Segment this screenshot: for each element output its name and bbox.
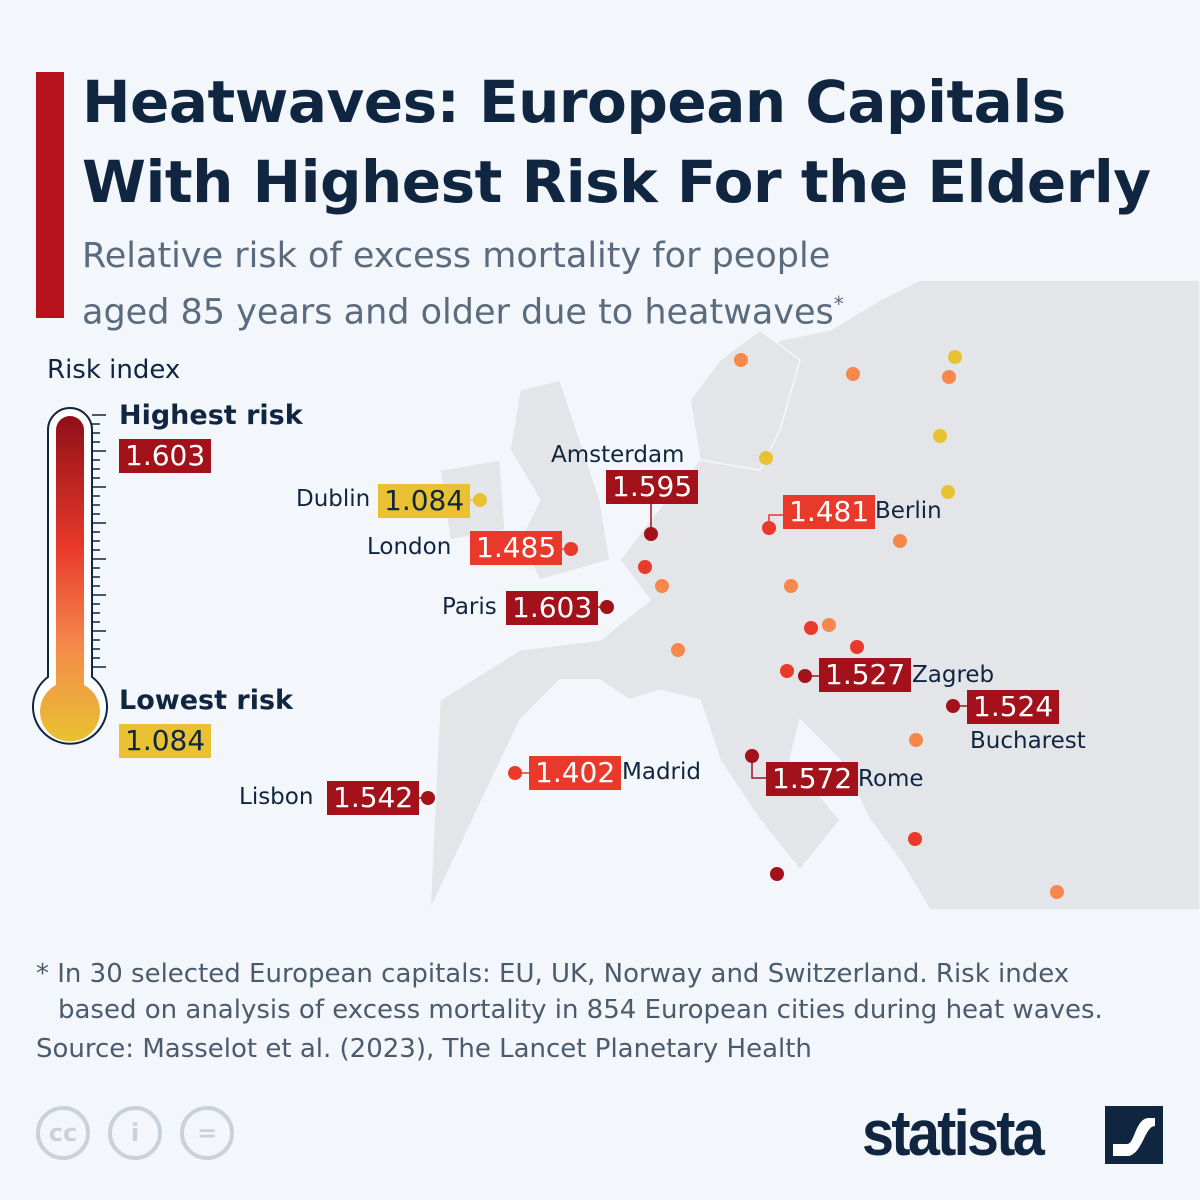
legend-highest-label: Highest risk — [119, 400, 303, 431]
capital-dot[interactable] — [948, 350, 962, 364]
city-dot-amsterdam[interactable] — [644, 527, 658, 541]
city-name-zagreb: Zagreb — [912, 662, 995, 688]
city-value-amsterdam: 1.595 — [606, 470, 699, 504]
no-derivatives-icon[interactable]: = — [180, 1106, 234, 1160]
city-value-berlin: 1.481 — [783, 495, 876, 529]
legend-lowest-value: 1.084 — [119, 724, 212, 758]
city-value-madrid: 1.402 — [529, 756, 622, 790]
city-value-paris: 1.603 — [506, 591, 599, 625]
subtitle-footnote-mark: * — [833, 292, 844, 316]
city-name-dublin: Dublin — [296, 486, 371, 512]
city-name-bucharest: Bucharest — [970, 728, 1086, 754]
city-dot-london[interactable] — [564, 542, 578, 556]
city-dot-zagreb[interactable] — [798, 669, 812, 683]
capital-dot[interactable] — [941, 485, 955, 499]
city-dot-paris[interactable] — [600, 600, 614, 614]
city-name-amsterdam: Amsterdam — [551, 442, 685, 468]
subtitle: Relative risk of excess mortality for pe… — [82, 232, 844, 337]
capital-dot[interactable] — [933, 429, 947, 443]
city-value-lisbon: 1.542 — [327, 781, 420, 815]
city-value-bucharest: 1.524 — [967, 690, 1060, 724]
city-name-berlin: Berlin — [875, 498, 942, 524]
subtitle-line-1: Relative risk of excess mortality for pe… — [82, 236, 831, 276]
source-text: Source: Masselot et al. (2023), The Lanc… — [36, 1034, 812, 1064]
capital-dot[interactable] — [759, 451, 773, 465]
city-name-rome: Rome — [858, 766, 924, 792]
statista-logo-mark-icon — [1105, 1106, 1163, 1164]
capital-dot[interactable] — [909, 733, 923, 747]
city-value-zagreb: 1.527 — [819, 658, 912, 692]
legend-lowest-label: Lowest risk — [119, 685, 293, 716]
capital-dot[interactable] — [655, 579, 669, 593]
capital-dot[interactable] — [671, 643, 685, 657]
footnote-line-2: based on analysis of excess mortality in… — [58, 995, 1103, 1025]
statista-logo[interactable]: statista — [862, 1097, 1045, 1169]
capital-dot[interactable] — [850, 640, 864, 654]
city-value-rome: 1.572 — [766, 762, 859, 796]
capital-dot[interactable] — [770, 867, 784, 881]
capital-dot[interactable] — [908, 832, 922, 846]
city-dot-rome[interactable] — [745, 749, 759, 763]
city-name-paris: Paris — [442, 594, 497, 620]
attribution-icon[interactable]: i — [108, 1106, 162, 1160]
city-name-london: London — [367, 534, 452, 560]
capital-dot[interactable] — [784, 579, 798, 593]
page-title: Heatwaves: European Capitals With Highes… — [82, 68, 1151, 216]
city-value-london: 1.485 — [470, 531, 563, 565]
city-dot-lisbon[interactable] — [421, 791, 435, 805]
capital-dot[interactable] — [638, 560, 652, 574]
city-dot-bucharest[interactable] — [946, 699, 960, 713]
map-land-mainland — [429, 279, 1200, 911]
capital-dot[interactable] — [822, 618, 836, 632]
subtitle-line-2: aged 85 years and older due to heatwaves — [82, 292, 834, 333]
title-accent-bar — [36, 72, 64, 318]
city-dot-madrid[interactable] — [508, 766, 522, 780]
footnote-line-1: * In 30 selected European capitals: EU, … — [36, 959, 1070, 989]
capital-dot[interactable] — [893, 534, 907, 548]
city-value-dublin: 1.084 — [378, 484, 471, 518]
capital-dot[interactable] — [804, 621, 818, 635]
city-name-lisbon: Lisbon — [239, 784, 314, 810]
europe-map — [417, 279, 1200, 911]
connector-line — [751, 756, 766, 779]
capital-dot[interactable] — [734, 353, 748, 367]
thermometer-icon — [32, 407, 108, 745]
city-dot-dublin[interactable] — [473, 493, 487, 507]
capital-dot[interactable] — [846, 367, 860, 381]
capital-dot[interactable] — [780, 664, 794, 678]
map-land-gb — [509, 379, 611, 581]
city-dot-berlin[interactable] — [762, 521, 776, 535]
city-name-madrid: Madrid — [622, 759, 701, 785]
legend-highest-value: 1.603 — [119, 439, 212, 473]
capital-dot[interactable] — [1050, 885, 1064, 899]
legend-title: Risk index — [47, 355, 181, 385]
capital-dot[interactable] — [942, 370, 956, 384]
creative-commons-icon[interactable]: cc — [36, 1106, 90, 1160]
footnote: * In 30 selected European capitals: EU, … — [36, 956, 1103, 1028]
